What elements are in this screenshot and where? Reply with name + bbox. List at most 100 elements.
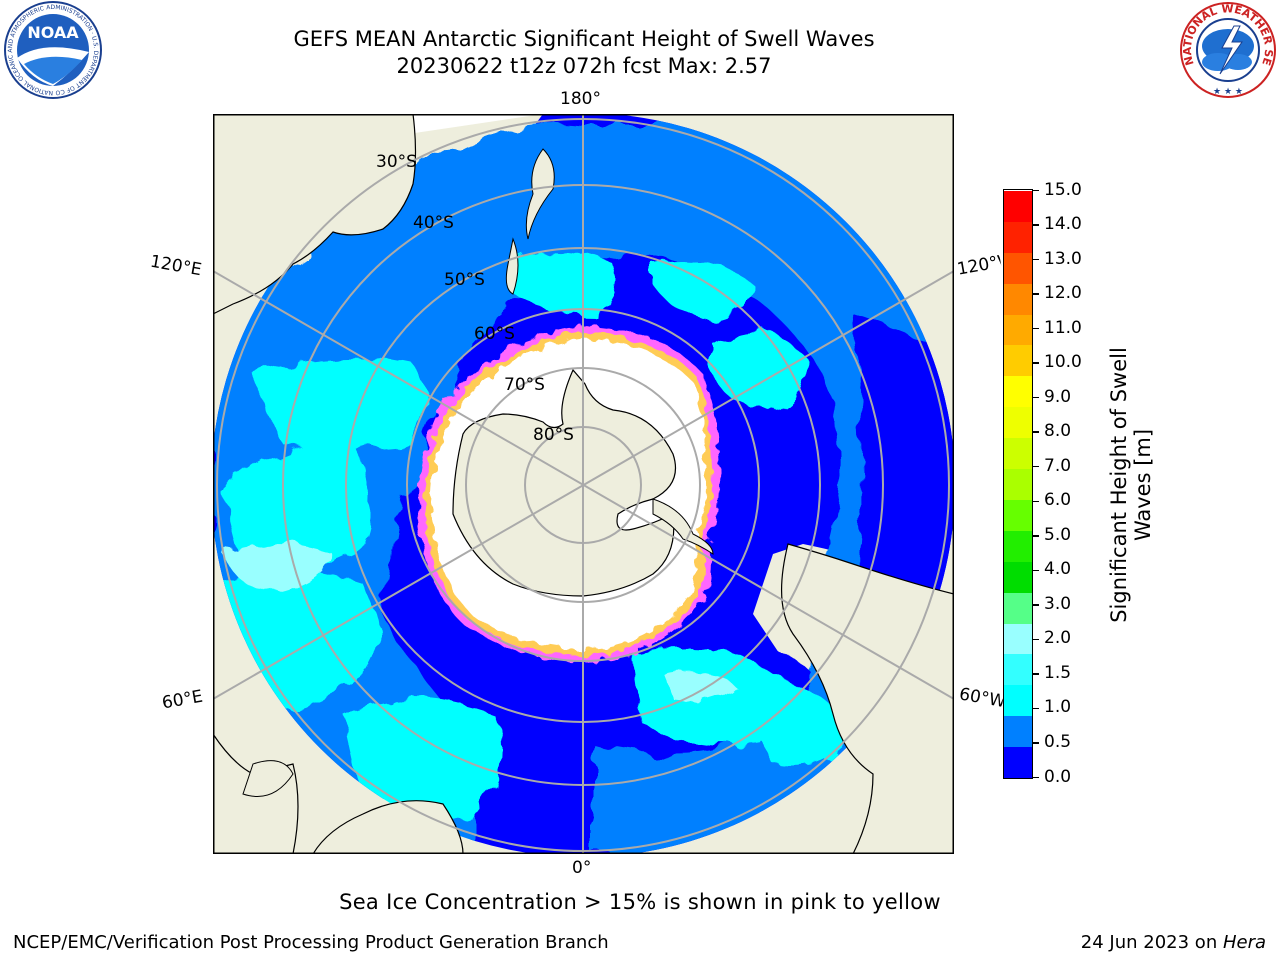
lon-label-0: 0°: [572, 858, 592, 878]
colorbar-segment: [1004, 406, 1032, 439]
colorbar-segment: [1004, 283, 1032, 315]
lat-label-70s: 70°S: [504, 375, 545, 395]
swell-light-west: [223, 544, 333, 594]
colorbar-segment: [1004, 468, 1032, 500]
colorbar-tick: [1033, 500, 1039, 502]
footer-branch: NCEP/EMC/Verification Post Processing Pr…: [13, 932, 609, 953]
colorbar-tick-label: 1.5: [1044, 662, 1072, 683]
lon-label-120e: 120°E: [148, 251, 204, 281]
colorbar-tick: [1033, 638, 1039, 641]
corner-ocean-top-left: [408, 114, 543, 134]
colorbar-tick-label: 5.0: [1044, 524, 1072, 545]
colorbar-segment: [1004, 252, 1032, 284]
svg-text:★ ★ ★: ★ ★ ★: [1213, 87, 1243, 97]
colorbar-segment: [1004, 653, 1032, 686]
colorbar-segment: [1004, 684, 1032, 717]
lat-label-60s: 60°S: [474, 324, 515, 344]
australia-land: [213, 114, 417, 315]
colorbar-segment: [1004, 344, 1032, 377]
colorbar-tick-label: 0.0: [1044, 766, 1072, 787]
colorbar-title-line2: Waves [m]: [1131, 428, 1155, 542]
colorbar-segment: [1004, 375, 1032, 408]
lon-label-180: 180°: [560, 89, 601, 109]
lat-label-80s: 80°S: [533, 425, 574, 445]
antarctic-peninsula-land: [652, 498, 714, 555]
swell-cyan-east: [713, 331, 805, 414]
colorbar-tick: [1033, 293, 1039, 295]
colorbar-tick: [1033, 465, 1039, 468]
colorbar-title-line1: Significant Height of Swell: [1107, 347, 1131, 623]
colorbar-tick-label: 15.0: [1044, 179, 1082, 200]
swell-cyan-northeast: [653, 261, 753, 319]
plot-subtitle: 20230622 t12z 072h fcst Max: 2.57: [396, 54, 772, 78]
colorbar-tick-label: 2.0: [1044, 628, 1072, 649]
colorbar-tick: [1033, 742, 1039, 744]
swell-band-medium: [213, 122, 954, 854]
colorbar-tick-label: 6.0: [1044, 490, 1072, 511]
colorbar-segment: [1004, 715, 1032, 748]
meridian-120e-60w: [213, 270, 954, 700]
colorbar-tick-label: 12.0: [1044, 283, 1082, 304]
colorbar-segment: [1004, 561, 1032, 593]
colorbar-segment: [1004, 314, 1032, 346]
colorbar-tick-label: 3.0: [1044, 593, 1072, 614]
swell-light-south: [663, 670, 733, 700]
colorbar-tick: [1033, 604, 1039, 606]
colorbar-tick-label: 13.0: [1044, 248, 1082, 269]
swell-cyan-north: [513, 250, 616, 314]
footer-date-text: 24 Jun 2023 on: [1080, 932, 1223, 953]
colorbar-tick: [1033, 362, 1039, 364]
svg-text:NOAA: NOAA: [27, 23, 79, 42]
swell-cyan-west-3: [253, 356, 428, 449]
madagascar-east-land: [242, 760, 294, 797]
antarctica-land: [452, 368, 677, 597]
colorbar-segment: [1004, 746, 1032, 778]
colorbar-tick: [1033, 535, 1039, 537]
colorbar-tick-label: 7.0: [1044, 455, 1072, 476]
colorbar-segment: [1004, 592, 1032, 624]
colorbar-tick: [1033, 707, 1039, 710]
footer-date: 24 Jun 2023 on Hera: [1081, 932, 1266, 953]
colorbar-segment: [1004, 437, 1032, 470]
lon-label-60e: 60°E: [160, 686, 205, 714]
colorbar-tick-label: 8.0: [1044, 421, 1072, 442]
colorbar-tick-label: 9.0: [1044, 386, 1072, 407]
colorbar-tick: [1033, 224, 1039, 226]
colorbar-segment: [1004, 499, 1032, 531]
colorbar-tick: [1033, 569, 1039, 572]
new-zealand-land: [505, 148, 555, 295]
colorbar-tick: [1033, 776, 1039, 779]
swell-cyan-west-1: [223, 442, 368, 577]
colorbar-tick: [1033, 673, 1039, 675]
colorbar-tick-label: 14.0: [1044, 214, 1082, 235]
colorbar-tick-label: 1.0: [1044, 697, 1072, 718]
lon-label-60w: 60°W: [957, 684, 1005, 712]
noaa-logo: NOAA NATIONAL OCEANIC AND ATMOSPHERIC AD…: [0, 0, 104, 100]
colorbar-segment: [1004, 530, 1032, 562]
colorbar-segment: [1004, 623, 1032, 655]
swell-cyan-southeast: [763, 674, 853, 766]
lat-label-40s: 40°S: [413, 213, 454, 233]
colorbar-tick-label: 0.5: [1044, 731, 1072, 752]
colorbar-tick-label: 4.0: [1044, 559, 1072, 580]
colorbar-segment: [1004, 190, 1032, 222]
sea-ice-caption: Sea Ice Concentration > 15% is shown in …: [339, 890, 941, 914]
lat-label-30s: 30°S: [376, 152, 417, 172]
national-weather-service-logo: NATIONAL WEATHER SERVICE ★ ★ ★: [1174, 0, 1278, 100]
polar-map: [213, 114, 954, 854]
colorbar-tick-label: 10.0: [1044, 352, 1082, 373]
colorbar-tick: [1033, 258, 1039, 261]
colorbar-title: Significant Height of Swell Waves [m]: [1107, 347, 1155, 623]
lon-label-120w: 120°W: [955, 252, 1003, 280]
colorbar-tick: [1033, 189, 1039, 192]
lat-label-50s: 50°S: [444, 270, 485, 290]
colorbar-tick-label: 11.0: [1044, 317, 1082, 338]
plot-title: GEFS MEAN Antarctic Significant Height o…: [293, 27, 875, 51]
footer-host: Hera: [1222, 932, 1266, 953]
colorbar-tick: [1033, 327, 1039, 330]
colorbar: [1003, 189, 1033, 779]
colorbar-tick: [1033, 396, 1039, 399]
south-america-land: [781, 543, 954, 854]
colorbar-segment: [1004, 221, 1032, 253]
colorbar-tick: [1033, 431, 1039, 433]
